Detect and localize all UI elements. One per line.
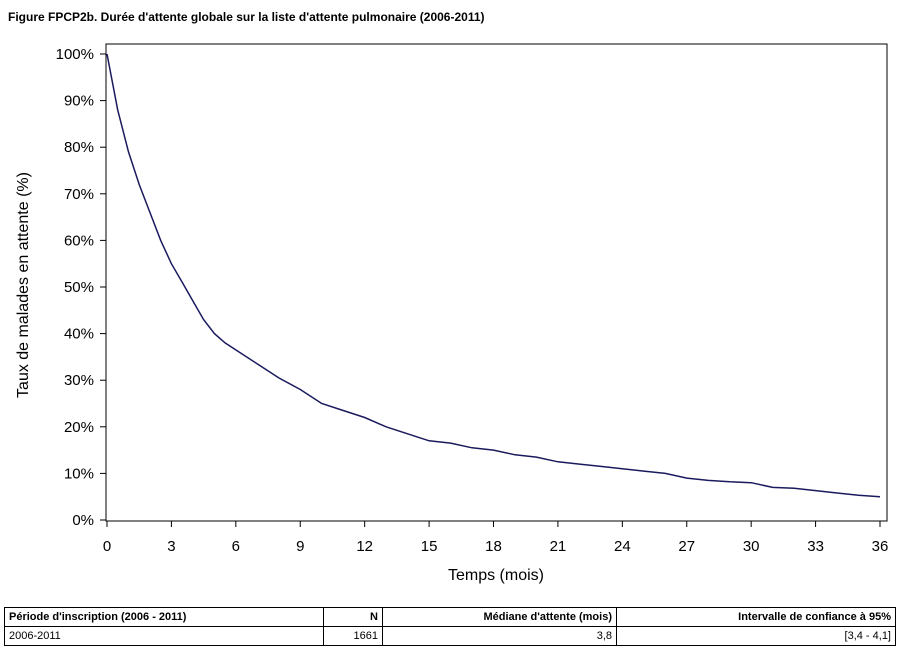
y-tick-label: 90% <box>64 93 94 110</box>
y-tick-label: 70% <box>64 186 94 203</box>
x-tick-label: 12 <box>356 538 373 555</box>
y-tick-label: 30% <box>64 372 94 389</box>
x-tick-label: 0 <box>103 538 111 555</box>
y-tick-label: 80% <box>64 139 94 156</box>
col-header-median: Médiane d'attente (mois) <box>382 607 617 627</box>
y-axis: 0% 10% 20% 30% 40% 50% 60% 70% 80% 90% 100% <box>56 46 106 529</box>
y-tick-label: 40% <box>64 326 94 343</box>
y-tick-label: 50% <box>64 279 94 296</box>
x-axis: 0 3 6 9 12 15 18 21 24 27 30 33 36 <box>103 521 889 555</box>
x-tick-label: 21 <box>550 538 567 555</box>
y-tick-label: 100% <box>56 46 94 63</box>
cell-ci: [3,4 - 4,1] <box>616 626 896 646</box>
x-tick-label: 33 <box>807 538 824 555</box>
x-tick-label: 18 <box>485 538 502 555</box>
x-tick-label: 27 <box>678 538 695 555</box>
x-tick-label: 24 <box>614 538 631 555</box>
col-header-n: N <box>323 607 383 627</box>
cell-period: 2006-2011 <box>4 626 324 646</box>
cell-n: 1661 <box>323 626 383 646</box>
y-tick-label: 20% <box>64 419 94 436</box>
x-axis-title: Temps (mois) <box>448 567 544 584</box>
x-tick-label: 3 <box>167 538 175 555</box>
cell-median: 3,8 <box>382 626 617 646</box>
y-tick-label: 0% <box>72 512 94 529</box>
col-header-period: Période d'inscription (2006 - 2011) <box>4 607 324 627</box>
table-header-row: Période d'inscription (2006 - 2011) N Mé… <box>4 607 896 627</box>
survival-chart: 0%10%20%30%40%50%60%70%80%90%100% 0 3 6 9 12… <box>15 43 889 584</box>
series-line <box>106 53 881 498</box>
y-tick-label: 10% <box>64 465 94 482</box>
x-tick-label: 6 <box>232 538 240 555</box>
table-row: 2006-2011 1661 3,8 [3,4 - 4,1] <box>4 626 896 646</box>
x-tick-label: 15 <box>421 538 438 555</box>
y-tick-label: 60% <box>64 232 94 249</box>
x-tick-label: 30 <box>743 538 760 555</box>
col-header-ci: Intervalle de confiance à 95% <box>616 607 896 627</box>
y-axis-title: Taux de malades en attente (%) <box>15 172 32 398</box>
plot-frame <box>105 43 888 522</box>
chart-title: Figure FPCP2b. Durée d'attente globale s… <box>8 10 485 24</box>
x-tick-label: 36 <box>872 538 889 555</box>
x-tick-label: 9 <box>296 538 304 555</box>
summary-table: Période d'inscription (2006 - 2011) N Mé… <box>4 607 896 646</box>
